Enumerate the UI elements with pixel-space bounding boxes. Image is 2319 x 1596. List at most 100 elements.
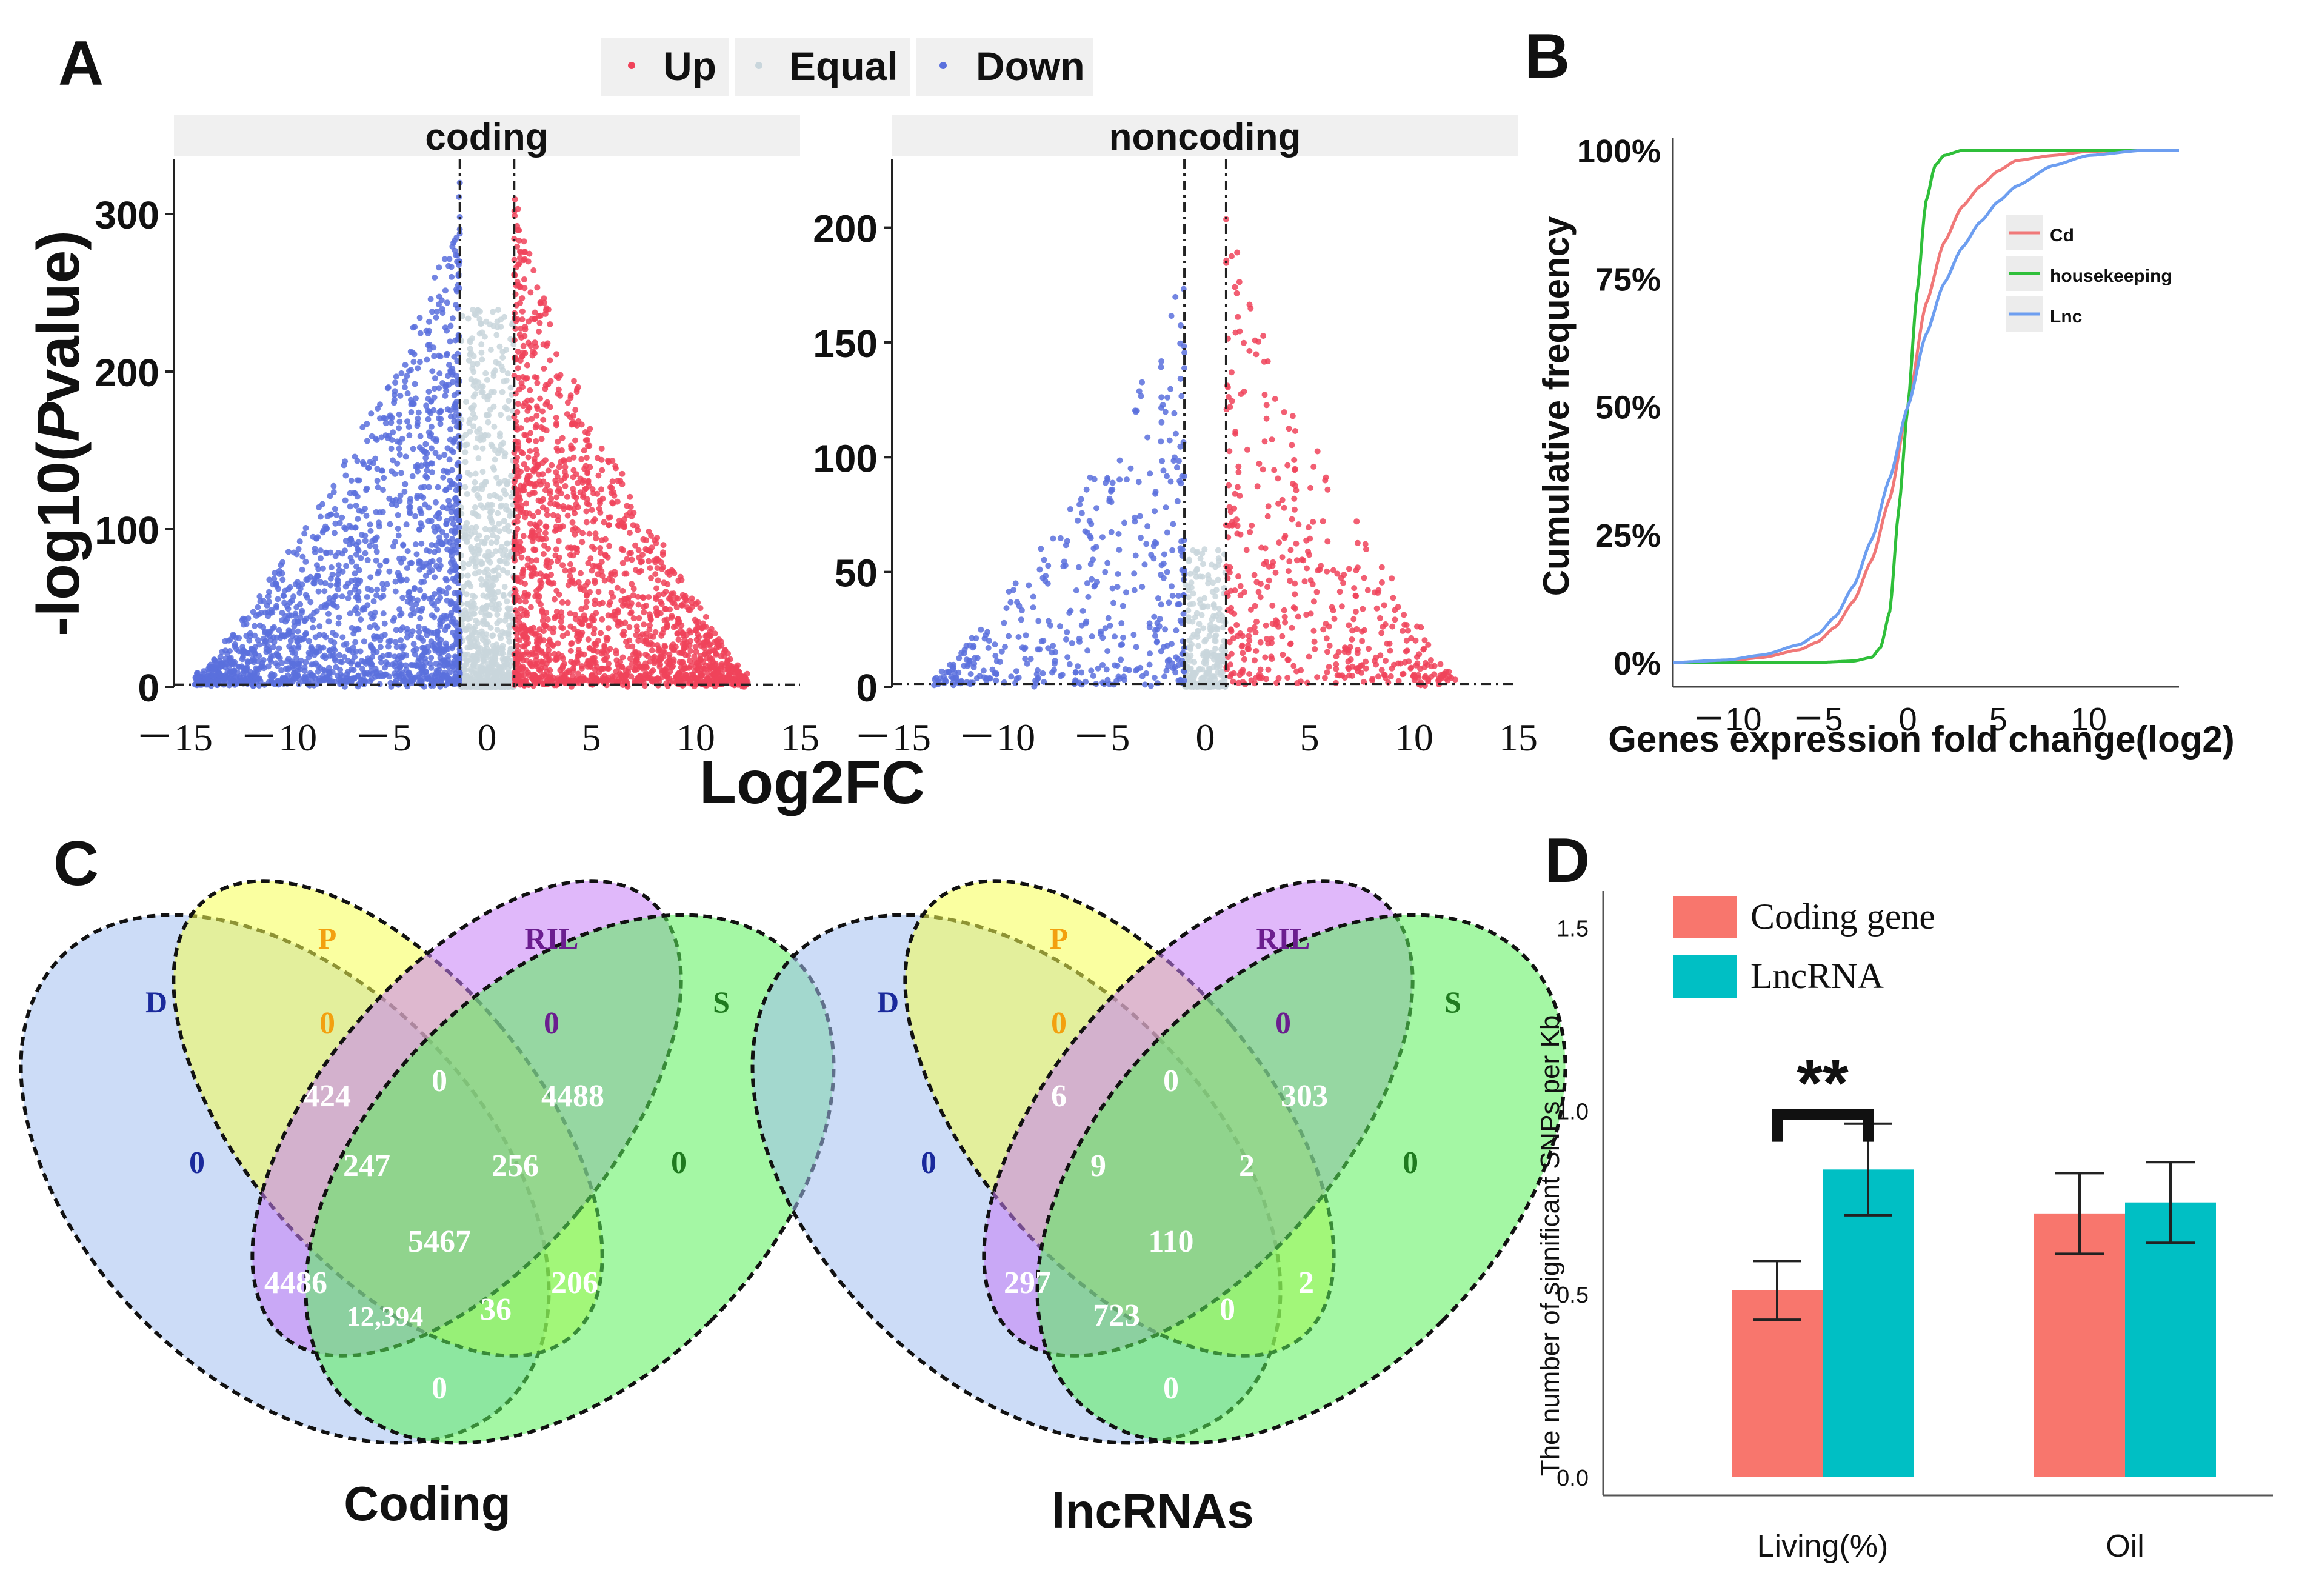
volcano-point-down [378, 434, 385, 441]
volcano-point-equal [464, 491, 470, 497]
volcano-point-down [247, 630, 253, 636]
volcano-point-equal [508, 493, 515, 500]
volcano-point-up [536, 586, 542, 592]
volcano-point-up [511, 235, 518, 242]
volcano-point-equal [487, 514, 493, 521]
volcano-point-up [614, 498, 621, 505]
volcano-point-down [343, 563, 350, 569]
volcano-point-up [609, 577, 615, 584]
volcano-point-down [342, 472, 349, 479]
volcano-point-down [335, 562, 342, 569]
volcano-point-down [1118, 656, 1124, 663]
volcano-point-down [256, 653, 262, 659]
volcano-point-up [724, 657, 731, 664]
volcano-y-tick-label: 50 [835, 552, 878, 595]
volcano-point-down [452, 404, 459, 411]
volcano-point-up [561, 506, 567, 512]
volcano-point-down [1035, 667, 1041, 673]
volcano-point-equal [1188, 579, 1195, 586]
volcano-point-down [451, 667, 458, 673]
volcano-point-up [601, 643, 608, 649]
volcano-point-down [339, 593, 345, 600]
volcano-point-up [692, 644, 699, 650]
volcano-point-down [454, 590, 461, 596]
volcano-point-up [607, 514, 613, 521]
volcano-point-down [452, 495, 458, 502]
volcano-point-equal [478, 341, 485, 348]
volcano-point-up [537, 667, 544, 674]
volcano-point-down [1133, 409, 1139, 415]
volcano-point-up [639, 552, 646, 558]
volcano-point-down [346, 523, 353, 529]
volcano-point-down [290, 644, 297, 651]
volcano-point-down [267, 636, 274, 643]
volcano-point-down [335, 620, 342, 627]
volcano-point-up [524, 610, 530, 616]
volcano-point-equal [493, 332, 500, 338]
volcano-point-down [433, 436, 440, 443]
volcano-point-down [270, 644, 276, 650]
volcano-x-tick-label: 5 [1300, 716, 1320, 759]
volcano-point-down [432, 450, 439, 456]
volcano-point-down [436, 385, 442, 392]
volcano-point-down [1181, 365, 1187, 372]
volcano-point-down [295, 643, 302, 649]
volcano-point-down [355, 547, 362, 554]
volcano-point-down [392, 388, 398, 395]
volcano-point-down [370, 598, 377, 604]
volcano-point-up [522, 634, 529, 641]
volcano-point-equal [1190, 590, 1196, 597]
legend-dot-up [628, 62, 635, 69]
volcano-point-up [593, 563, 599, 570]
volcano-point-equal [472, 504, 478, 510]
volcano-point-equal [497, 495, 504, 502]
volcano-point-down [437, 421, 444, 427]
volcano-point-down [353, 583, 359, 589]
volcano-point-down [373, 557, 379, 564]
volcano-point-up [609, 678, 616, 685]
volcano-point-down [248, 679, 255, 686]
volcano-point-down [431, 353, 438, 359]
volcano-point-up [572, 437, 578, 444]
volcano-point-up [526, 672, 532, 678]
volcano-point-equal [506, 652, 513, 658]
volcano-point-down [1163, 504, 1169, 511]
volcano-point-equal [1212, 638, 1219, 644]
volcano-point-down [374, 478, 381, 484]
volcano-point-up [647, 622, 653, 629]
volcano-point-equal [1210, 613, 1217, 619]
volcano-point-down [1132, 552, 1139, 559]
volcano-point-down [435, 598, 441, 604]
volcano-point-up [567, 567, 573, 574]
y-title-prefix: -log10( [25, 441, 92, 636]
volcano-point-down [260, 598, 267, 604]
volcano-point-down [441, 612, 447, 619]
volcano-point-down [406, 367, 412, 374]
volcano-y-tick-label: 200 [813, 207, 878, 251]
volcano-point-down [407, 504, 414, 510]
volcano-point-down [341, 547, 348, 554]
volcano-point-down [429, 309, 435, 315]
volcano-point-down [292, 613, 299, 619]
volcano-point-down [332, 530, 338, 536]
volcano-point-up [534, 284, 541, 291]
volcano-point-down [447, 559, 454, 566]
volcano-point-down [1173, 627, 1180, 633]
volcano-point-up [552, 596, 558, 603]
volcano-point-equal [492, 456, 498, 463]
volcano-point-equal [495, 510, 501, 516]
volcano-point-up [726, 662, 732, 669]
volcano-point-down [455, 433, 462, 439]
volcano-point-up [579, 479, 586, 486]
volcano-point-up [516, 260, 523, 267]
volcano-point-up [522, 626, 529, 632]
volcano-point-down [359, 424, 366, 430]
volcano-point-equal [489, 507, 495, 514]
volcano-point-down [336, 652, 342, 658]
volcano-point-equal [1199, 604, 1206, 610]
volcano-point-up [513, 458, 519, 465]
volcano-point-up [534, 592, 541, 599]
volcano-point-up [540, 680, 547, 687]
volcano-point-down [425, 429, 432, 436]
volcano-point-up [689, 599, 695, 606]
